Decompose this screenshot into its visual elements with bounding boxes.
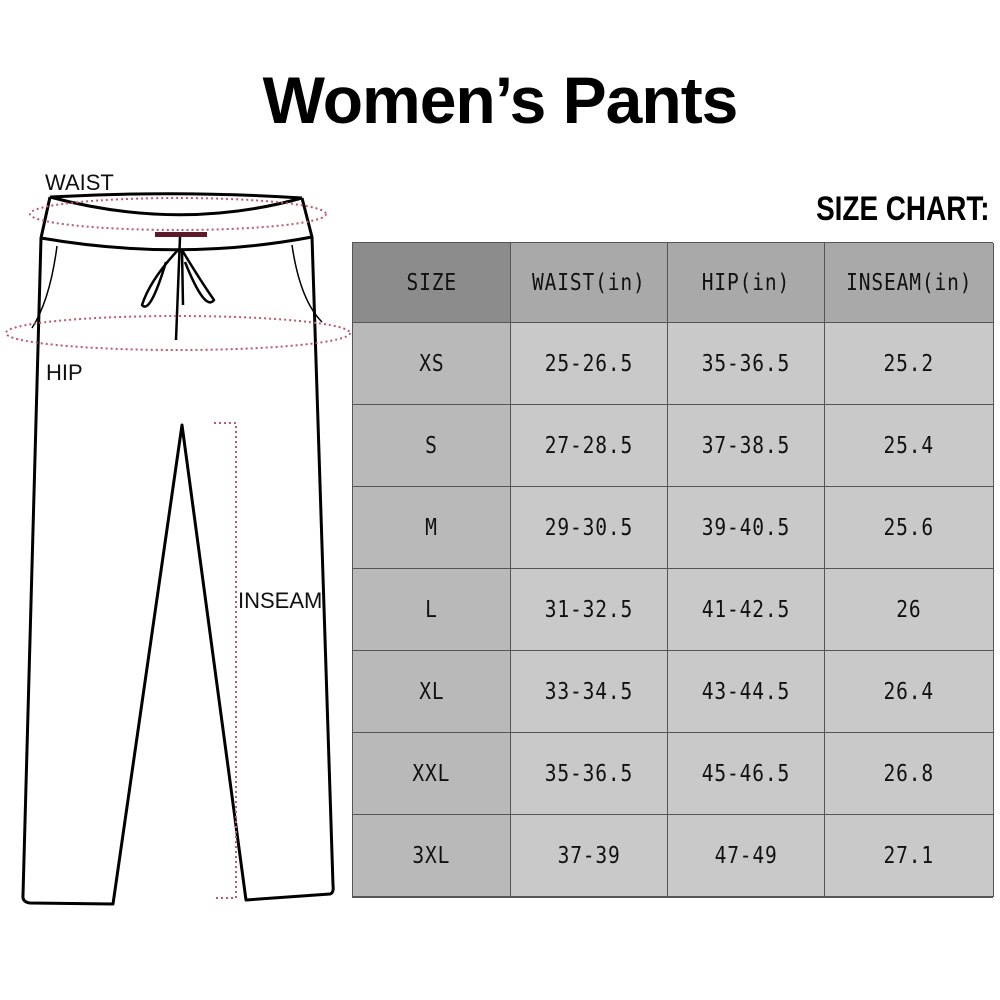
inseam-label: INSEAM	[238, 588, 323, 613]
table-header-cell: HIP(in)	[668, 243, 825, 323]
size-cell: 3XL	[353, 815, 511, 897]
table-cell-text: 37-38.5	[701, 432, 791, 459]
table-header-cell-text: INSEAM(in)	[845, 269, 973, 296]
table-cell: 25.4	[825, 405, 994, 487]
hip-label: HIP	[46, 360, 83, 385]
table-cell-text: 45-46.5	[701, 760, 791, 787]
table-cell-text: 35-36.5	[701, 350, 791, 377]
table-cell: 45-46.5	[668, 733, 825, 815]
size-cell-text: XS	[418, 350, 445, 377]
table-cell: 27.1	[825, 815, 994, 897]
table-cell: 26.4	[825, 651, 994, 733]
pants-outline	[21, 196, 335, 906]
table-cell-text: 35-36.5	[544, 760, 634, 787]
table-header-cell: SIZE	[353, 243, 511, 323]
table-cell-text: 25.4	[883, 432, 935, 459]
table-cell-text: 26.4	[883, 678, 935, 705]
table-cell-text: 27.1	[883, 842, 935, 869]
size-cell-text: XL	[418, 678, 445, 705]
waistband-inner	[49, 195, 303, 217]
size-chart-heading: SIZE CHART:	[816, 190, 990, 228]
size-cell: XXL	[353, 733, 511, 815]
table-cell-text: 43-44.5	[701, 678, 791, 705]
size-cell: XL	[353, 651, 511, 733]
size-cell: S	[353, 405, 511, 487]
table-cell-text: 26.8	[883, 760, 935, 787]
table-cell: 33-34.5	[511, 651, 668, 733]
table-cell: 41-42.5	[668, 569, 825, 651]
table-cell-text: 27-28.5	[544, 432, 634, 459]
table-cell-text: 37-39	[557, 842, 621, 869]
drawstring	[140, 236, 216, 341]
table-cell-text: 47-49	[714, 842, 778, 869]
table-cell: 27-28.5	[511, 405, 668, 487]
table-cell: 35-36.5	[511, 733, 668, 815]
waistband-top	[49, 192, 303, 200]
table-cell: 25.2	[825, 323, 994, 405]
table-cell: 37-38.5	[668, 405, 825, 487]
table-cell: 37-39	[511, 815, 668, 897]
size-cell-text: 3XL	[412, 842, 451, 869]
table-cell-text: 31-32.5	[544, 596, 634, 623]
inseam-measure-icon	[214, 422, 237, 899]
size-cell-text: XXL	[412, 760, 451, 787]
table-cell-text: 25.2	[883, 350, 935, 377]
size-cell: XS	[353, 323, 511, 405]
table-cell-text: 29-30.5	[544, 514, 634, 541]
page-title: Women’s Pants	[262, 63, 739, 137]
right-pocket	[291, 244, 323, 323]
table-cell: 25-26.5	[511, 323, 668, 405]
left-pocket	[31, 245, 58, 329]
table-cell-text: 25-26.5	[544, 350, 634, 377]
table-header-cell: INSEAM(in)	[825, 243, 994, 323]
size-table: SIZE WAIST(in) HIP(in) INSEAM(in) XS 25-26.5 3…	[352, 242, 994, 898]
drawstring-tab	[155, 232, 207, 237]
size-cell-text: S	[425, 432, 438, 459]
waist-measure-icon	[29, 197, 327, 231]
size-cell: L	[353, 569, 511, 651]
hip-measure-icon	[5, 315, 351, 351]
size-cell-text: M	[425, 514, 438, 541]
size-cell: M	[353, 487, 511, 569]
table-cell-text: 25.6	[883, 514, 935, 541]
size-cell-text: L	[425, 596, 438, 623]
table-cell: 47-49	[668, 815, 825, 897]
table-cell: 35-36.5	[668, 323, 825, 405]
table-header-cell: WAIST(in)	[511, 243, 668, 323]
table-cell-text: 33-34.5	[544, 678, 634, 705]
table-header-cell-text: HIP(in)	[701, 269, 791, 296]
table-cell: 29-30.5	[511, 487, 668, 569]
waistband-bottom	[40, 235, 313, 252]
table-cell-text: 41-42.5	[701, 596, 791, 623]
table-cell: 39-40.5	[668, 487, 825, 569]
table-cell: 26	[825, 569, 994, 651]
table-header-cell-text: SIZE	[406, 269, 457, 296]
table-header-cell-text: WAIST(in)	[532, 269, 646, 296]
waist-label: WAIST	[45, 170, 114, 195]
table-cell: 26.8	[825, 733, 994, 815]
table-cell: 31-32.5	[511, 569, 668, 651]
table-cell-text: 26	[896, 596, 922, 623]
table-cell: 25.6	[825, 487, 994, 569]
table-cell-text: 39-40.5	[701, 514, 791, 541]
pants-diagram	[5, 192, 351, 906]
table-cell: 43-44.5	[668, 651, 825, 733]
